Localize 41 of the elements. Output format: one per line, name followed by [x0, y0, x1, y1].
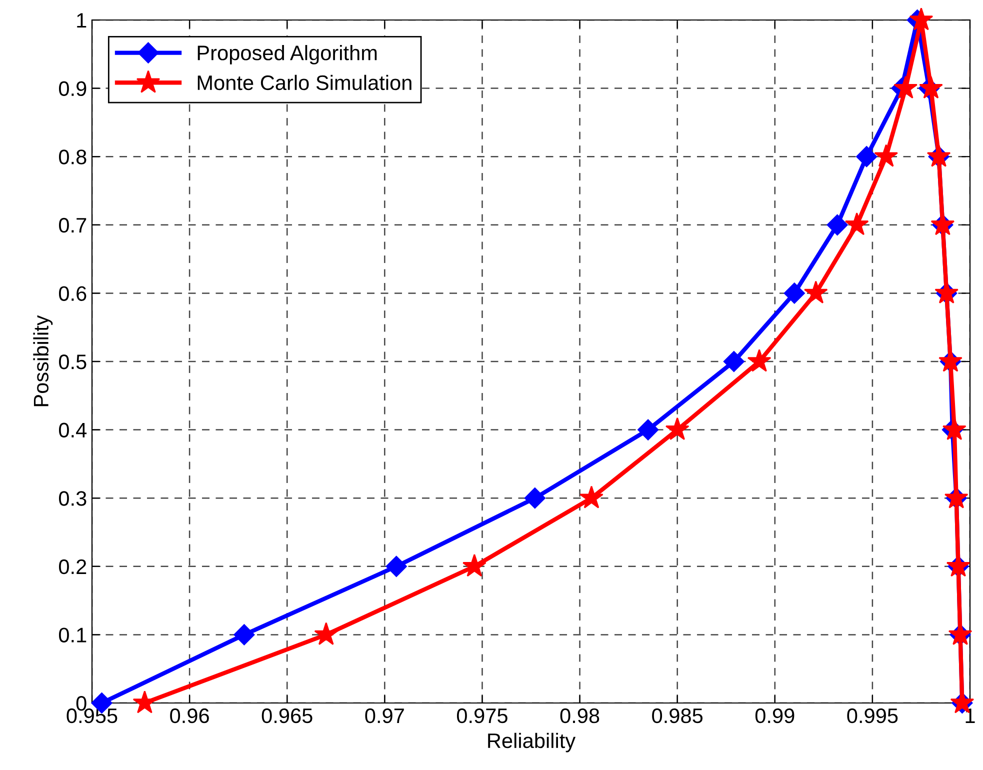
- x-tick-label: 0.985: [652, 708, 703, 724]
- y-tick-label: 0.4: [58, 422, 87, 438]
- x-tick-label: 0.96: [170, 708, 209, 724]
- legend-label: Monte Carlo Simulation: [198, 74, 412, 90]
- x-tick-label: 0.99: [755, 708, 794, 724]
- point: [909, 8, 934, 30]
- x-tick-label: 0.97: [365, 708, 404, 724]
- y-tick-label: 0.9: [58, 81, 86, 96]
- point: [665, 417, 690, 440]
- point: [234, 624, 255, 646]
- point: [314, 622, 338, 645]
- point: [826, 214, 848, 236]
- point: [784, 282, 805, 304]
- x-tick-label: 0.98: [560, 708, 600, 724]
- y-tick-label: 0.2: [58, 559, 86, 574]
- point: [723, 350, 744, 372]
- point: [894, 76, 918, 99]
- legend-label: Proposed Algorithm: [198, 45, 377, 64]
- x-tick-label: 0.995: [847, 708, 898, 724]
- point: [580, 486, 604, 508]
- point: [524, 488, 546, 509]
- y-tick-label: 0.7: [58, 218, 86, 233]
- x-tick-label: 0.965: [262, 708, 312, 724]
- point: [462, 554, 486, 577]
- y-tick-label: 0.8: [58, 150, 86, 164]
- point: [638, 419, 659, 440]
- y-axis-title: Possibility: [33, 315, 53, 406]
- y-tick-label: 0.1: [58, 628, 86, 642]
- point: [856, 146, 878, 168]
- point: [874, 144, 898, 167]
- point: [804, 280, 828, 304]
- point: [386, 556, 407, 577]
- y-tick-label: 0.6: [58, 286, 86, 301]
- point: [132, 690, 157, 714]
- y-tick-label: 0.5: [58, 354, 86, 370]
- y-tick-label: 1: [77, 13, 86, 28]
- y-tick-label: 0.3: [58, 491, 86, 506]
- x-axis-title: Reliability: [488, 732, 576, 752]
- point: [747, 349, 772, 372]
- point: [844, 212, 869, 236]
- x-tick-label: 0.975: [456, 708, 508, 724]
